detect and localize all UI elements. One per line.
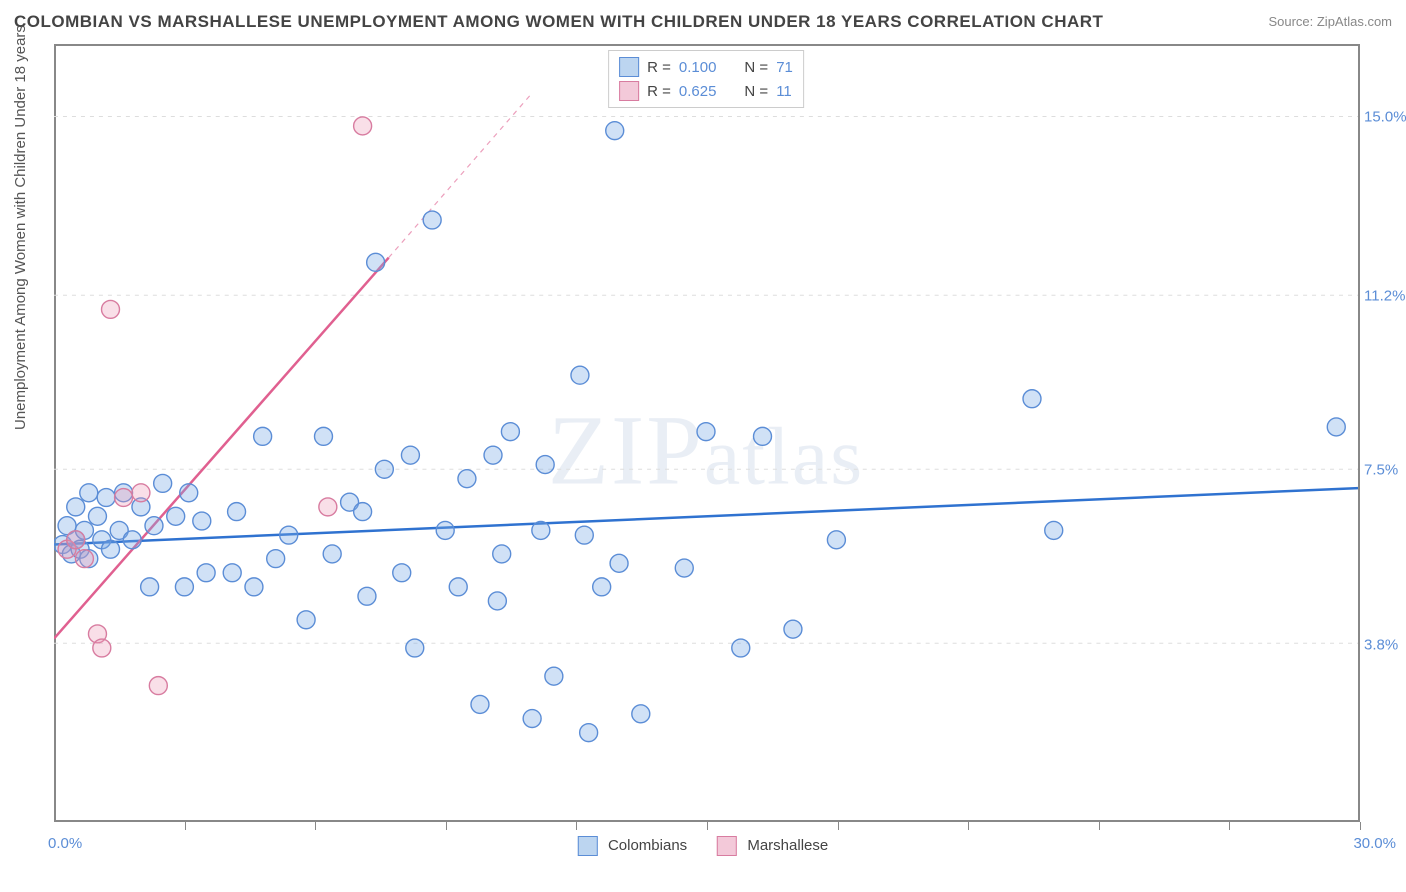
r-value-colombians: 0.100 (679, 59, 717, 76)
r-label: R = (647, 83, 671, 100)
legend-label-marshallese: Marshallese (747, 837, 828, 854)
n-value-marshallese: 11 (776, 83, 792, 100)
x-axis-min-label: 0.0% (48, 835, 82, 852)
r-value-marshallese: 0.625 (679, 83, 717, 100)
n-value-colombians: 71 (776, 59, 793, 76)
legend-label-colombians: Colombians (608, 837, 687, 854)
y-tick-label: 3.8% (1364, 636, 1406, 653)
y-tick-label: 11.2% (1364, 287, 1406, 304)
swatch-colombians-icon (578, 836, 598, 856)
swatch-marshallese-icon (717, 836, 737, 856)
n-label: N = (744, 59, 768, 76)
correlation-legend: R = 0.100 N = 71 R = 0.625 N = 11 (608, 50, 804, 108)
x-tick (968, 822, 969, 830)
plot-area: R = 0.100 N = 71 R = 0.625 N = 11 ZIPatl… (54, 44, 1360, 822)
swatch-colombians (619, 57, 639, 77)
x-tick (185, 822, 186, 830)
source-attribution: Source: ZipAtlas.com (1268, 14, 1392, 29)
x-tick (838, 822, 839, 830)
x-tick (1229, 822, 1230, 830)
chart-title: COLOMBIAN VS MARSHALLESE UNEMPLOYMENT AM… (14, 12, 1103, 32)
legend-item-marshallese: Marshallese (717, 836, 828, 856)
legend-item-colombians: Colombians (578, 836, 687, 856)
legend-row-marshallese: R = 0.625 N = 11 (619, 79, 793, 103)
x-tick (707, 822, 708, 830)
y-tick-label: 15.0% (1364, 108, 1406, 125)
series-legend: Colombians Marshallese (578, 836, 828, 856)
y-axis-label: Unemployment Among Women with Children U… (12, 25, 29, 430)
chart-svg (54, 46, 1358, 822)
x-axis-max-label: 30.0% (1353, 835, 1396, 852)
swatch-marshallese (619, 81, 639, 101)
x-tick (1360, 822, 1361, 830)
x-tick (576, 822, 577, 830)
x-tick (1099, 822, 1100, 830)
n-label: N = (744, 83, 768, 100)
r-label: R = (647, 59, 671, 76)
legend-row-colombians: R = 0.100 N = 71 (619, 55, 793, 79)
x-tick (446, 822, 447, 830)
x-tick (315, 822, 316, 830)
y-tick-label: 7.5% (1364, 462, 1406, 479)
